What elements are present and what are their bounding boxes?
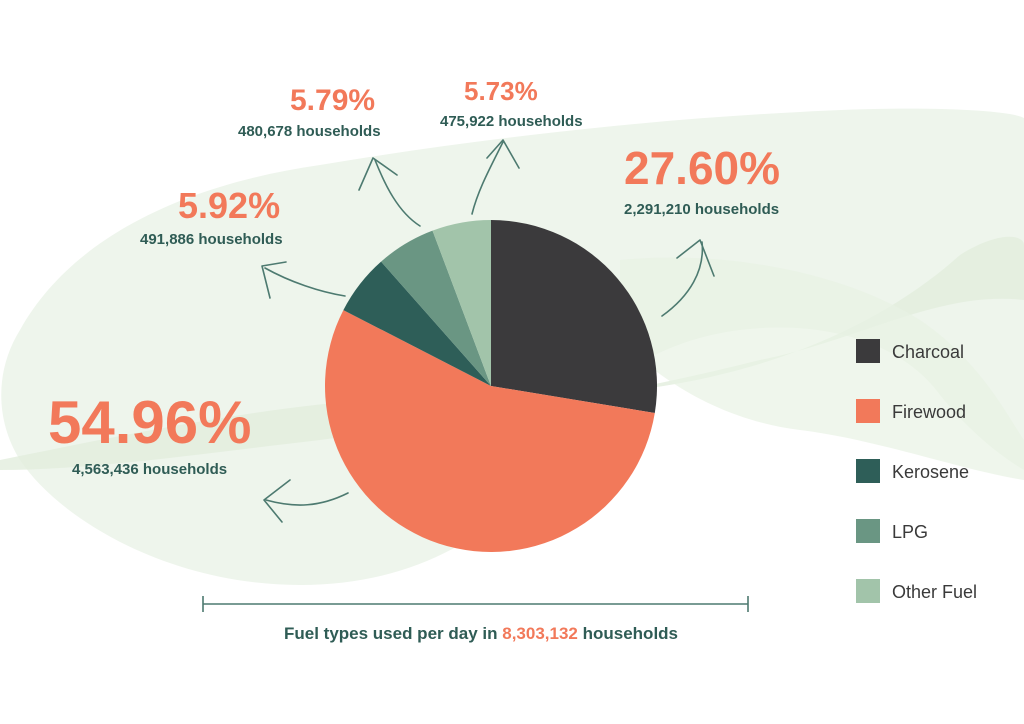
legend-swatch-firewood	[856, 399, 880, 423]
lpg-households: 480,678 households	[238, 123, 381, 140]
caption-total-households: 8,303,132	[502, 624, 578, 643]
charcoal-households: 2,291,210 households	[624, 201, 779, 218]
arrowhead-firewood-icon	[263, 479, 291, 523]
legend-label-charcoal: Charcoal	[892, 342, 964, 362]
legend-label-kerosene: Kerosene	[892, 462, 969, 482]
legend-swatch-other-fuel	[856, 579, 880, 603]
arrow-other-icon	[471, 141, 504, 215]
legend-swatch-charcoal	[856, 339, 880, 363]
arrowhead-other-icon	[486, 139, 520, 169]
arrow-kerosene-icon	[264, 267, 346, 297]
callout-labels: 27.60% 2,291,210 households 54.96% 4,563…	[48, 76, 780, 478]
pie-slice-other-fuel	[432, 220, 491, 386]
arrow-firewood-icon	[265, 492, 349, 506]
chart-caption: Fuel types used per day in 8,303,132 hou…	[0, 624, 962, 644]
arrow-lpg-icon	[374, 159, 421, 227]
pie-slice-firewood	[325, 310, 655, 552]
caption-suffix: households	[582, 624, 679, 643]
background-blob-stripe	[0, 236, 1024, 470]
caption-bracket	[202, 596, 749, 612]
arrowhead-kerosene-icon	[261, 261, 287, 299]
kerosene-percent: 5.92%	[178, 185, 280, 226]
charcoal-percent: 27.60%	[624, 142, 780, 194]
arrowhead-charcoal-icon	[676, 239, 715, 277]
pie-slice-charcoal	[491, 220, 657, 413]
kerosene-households: 491,886 households	[140, 231, 283, 248]
firewood-households: 4,563,436 households	[72, 461, 227, 478]
legend-label-other-fuel: Other Fuel	[892, 582, 977, 602]
other-fuel-households: 475,922 households	[440, 113, 583, 130]
firewood-percent: 54.96%	[48, 389, 252, 456]
background-blob-soft	[620, 257, 1024, 480]
legend-swatch-kerosene	[856, 459, 880, 483]
lpg-percent: 5.79%	[290, 84, 375, 117]
callout-arrows	[261, 139, 715, 523]
legend: Charcoal Firewood Kerosene LPG Other Fue…	[856, 339, 977, 603]
other-fuel-percent: 5.73%	[464, 76, 538, 106]
legend-label-lpg: LPG	[892, 522, 928, 542]
caption-prefix: Fuel types used per day in	[283, 624, 498, 643]
legend-swatch-lpg	[856, 519, 880, 543]
legend-label-firewood: Firewood	[892, 402, 966, 422]
arrow-charcoal-icon	[661, 241, 704, 317]
arrowhead-lpg-icon	[358, 157, 398, 191]
pie-slice-kerosene	[343, 261, 491, 386]
pie-slice-lpg	[381, 230, 491, 386]
pie	[325, 220, 657, 552]
